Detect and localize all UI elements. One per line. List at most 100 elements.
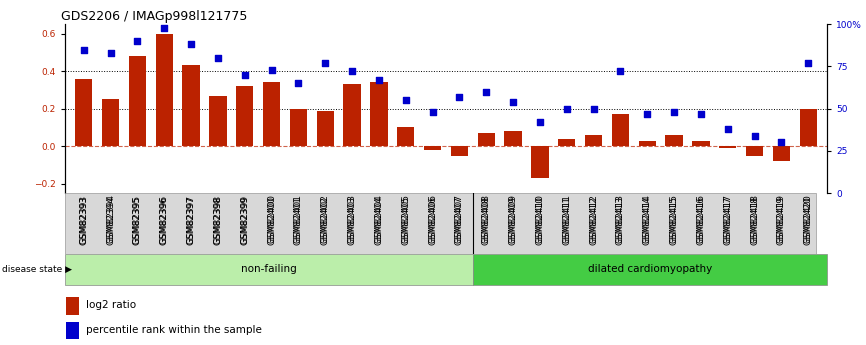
Text: GSM82410: GSM82410 xyxy=(535,196,545,245)
Text: GSM82405: GSM82405 xyxy=(401,196,410,245)
Bar xyxy=(316,110,334,146)
Point xyxy=(452,94,466,100)
Point xyxy=(694,111,708,117)
Point xyxy=(292,80,306,86)
Bar xyxy=(477,133,495,146)
Point xyxy=(372,77,386,83)
Text: GSM82404: GSM82404 xyxy=(374,196,384,245)
Point xyxy=(77,47,91,52)
Bar xyxy=(719,146,736,148)
Point xyxy=(640,111,654,117)
Text: GSM82411: GSM82411 xyxy=(562,196,572,245)
Bar xyxy=(746,146,763,156)
Point xyxy=(346,69,359,74)
Text: GSM82416: GSM82416 xyxy=(696,195,706,244)
Bar xyxy=(473,254,827,285)
Point xyxy=(158,25,171,30)
Bar xyxy=(290,109,307,146)
Text: GSM82394: GSM82394 xyxy=(106,195,115,244)
Text: GSM82406: GSM82406 xyxy=(428,196,437,245)
Point xyxy=(426,109,440,115)
Text: dilated cardiomyopathy: dilated cardiomyopathy xyxy=(588,264,712,274)
Text: GSM82414: GSM82414 xyxy=(643,195,652,243)
Text: GSM82396: GSM82396 xyxy=(159,195,169,244)
Text: GSM82400: GSM82400 xyxy=(267,195,276,244)
Bar xyxy=(558,139,576,146)
Text: GSM82407: GSM82407 xyxy=(455,195,464,244)
Bar xyxy=(665,135,682,146)
Text: GSM82404: GSM82404 xyxy=(374,195,384,243)
Text: GSM82413: GSM82413 xyxy=(616,195,625,244)
Text: GSM82398: GSM82398 xyxy=(213,195,223,244)
Point xyxy=(774,140,788,145)
Text: GSM82401: GSM82401 xyxy=(294,195,303,244)
Text: GSM82393: GSM82393 xyxy=(79,196,88,245)
Bar xyxy=(156,33,173,146)
Text: GSM82399: GSM82399 xyxy=(240,195,249,244)
Text: GDS2206 / IMAGp998l121775: GDS2206 / IMAGp998l121775 xyxy=(61,10,248,23)
Bar xyxy=(370,82,388,146)
Text: GSM82398: GSM82398 xyxy=(213,196,223,245)
Text: disease state ▶: disease state ▶ xyxy=(2,265,72,274)
Text: percentile rank within the sample: percentile rank within the sample xyxy=(87,325,262,335)
Text: GSM82413: GSM82413 xyxy=(616,196,625,245)
Text: GSM82399: GSM82399 xyxy=(240,196,249,245)
Point xyxy=(506,99,520,105)
Bar xyxy=(450,146,469,156)
Point xyxy=(184,42,198,47)
Bar xyxy=(423,146,442,150)
Text: GSM82418: GSM82418 xyxy=(750,195,759,244)
Point xyxy=(533,119,546,125)
Bar xyxy=(210,96,227,146)
Bar xyxy=(585,135,602,146)
Point xyxy=(801,60,815,66)
Text: GSM82418: GSM82418 xyxy=(750,196,759,245)
Text: GSM82396: GSM82396 xyxy=(159,196,169,245)
Text: GSM82406: GSM82406 xyxy=(428,195,437,244)
Point xyxy=(131,38,145,44)
Text: GSM82401: GSM82401 xyxy=(294,196,303,245)
Text: GSM82395: GSM82395 xyxy=(132,196,142,245)
Bar xyxy=(66,322,80,339)
Text: GSM82393: GSM82393 xyxy=(79,195,88,244)
Text: GSM82394: GSM82394 xyxy=(106,196,115,245)
Text: GSM82403: GSM82403 xyxy=(347,195,357,244)
Bar xyxy=(236,86,254,146)
Point xyxy=(319,60,333,66)
Text: GSM82410: GSM82410 xyxy=(535,195,545,244)
Text: GSM82408: GSM82408 xyxy=(481,195,491,244)
Bar xyxy=(799,109,817,146)
Text: GSM82420: GSM82420 xyxy=(804,195,813,243)
Text: GSM82417: GSM82417 xyxy=(723,195,733,244)
Bar xyxy=(75,79,93,146)
Text: GSM82403: GSM82403 xyxy=(347,196,357,245)
Bar xyxy=(263,82,281,146)
Point xyxy=(399,98,413,103)
Text: GSM82397: GSM82397 xyxy=(186,195,196,244)
Point xyxy=(721,126,734,132)
Point xyxy=(586,106,600,111)
Text: GSM82409: GSM82409 xyxy=(508,196,518,245)
Point xyxy=(613,69,627,74)
Bar xyxy=(772,146,790,161)
Text: GSM82405: GSM82405 xyxy=(401,195,410,244)
Point xyxy=(265,67,279,72)
Bar xyxy=(611,114,629,146)
Text: GSM82402: GSM82402 xyxy=(320,196,330,245)
Text: GSM82395: GSM82395 xyxy=(132,195,142,244)
Text: log2 ratio: log2 ratio xyxy=(87,300,137,310)
Bar xyxy=(504,131,522,146)
Point xyxy=(559,106,573,111)
Text: GSM82408: GSM82408 xyxy=(481,196,491,245)
Bar xyxy=(102,99,120,146)
Bar xyxy=(129,56,146,146)
Text: GSM82400: GSM82400 xyxy=(267,196,276,245)
Bar xyxy=(343,84,361,146)
Text: GSM82411: GSM82411 xyxy=(562,195,572,244)
Bar xyxy=(65,254,473,285)
Bar xyxy=(638,141,656,146)
Text: GSM82416: GSM82416 xyxy=(696,196,706,245)
Text: non-failing: non-failing xyxy=(242,264,297,274)
Bar xyxy=(692,141,709,146)
Bar xyxy=(397,127,415,146)
